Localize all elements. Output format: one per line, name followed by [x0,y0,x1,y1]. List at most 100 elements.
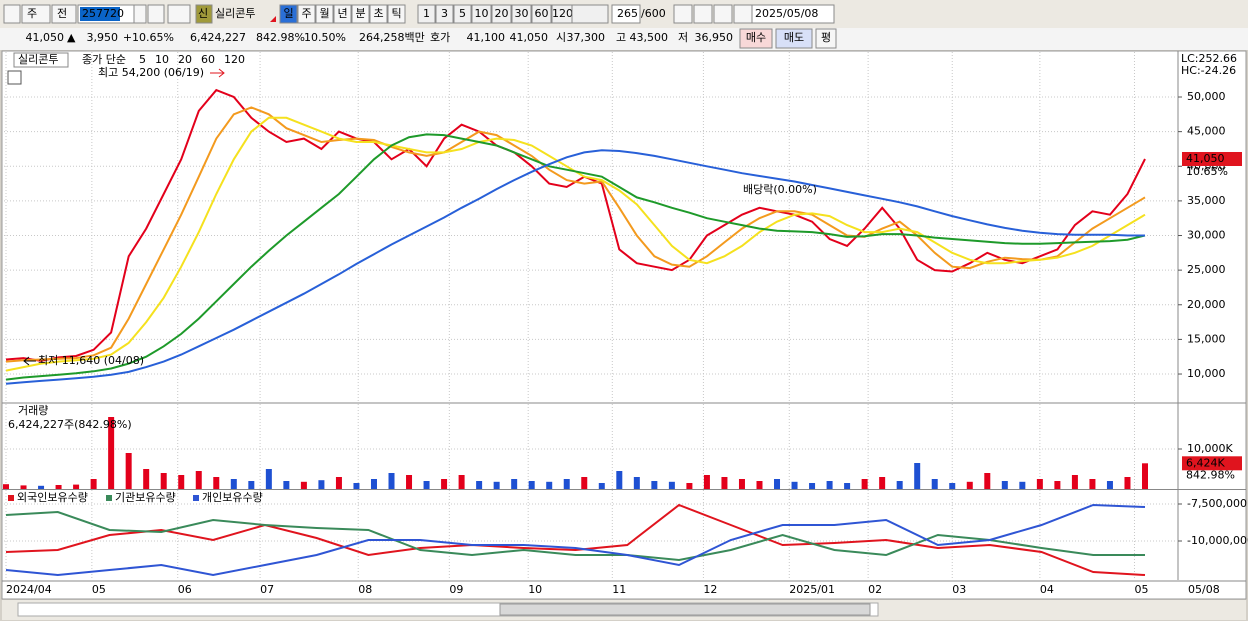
x-tick-label: 08 [358,583,372,596]
range-select[interactable]: 전 [57,7,67,20]
interval-button[interactable] [453,4,472,24]
period-button[interactable] [333,4,352,24]
y-tick-label: 20,000 [1187,298,1226,311]
dividend-annotation: 배당락(0.00%) [743,183,817,196]
volume-bar [949,483,956,489]
date-input[interactable] [751,4,835,24]
period-button[interactable]: 초 [373,7,383,20]
button[interactable] [51,4,77,24]
chart-icon[interactable] [7,70,22,85]
legend-entry: 120 [224,53,245,66]
y-tick-label: 25,000 [1187,263,1226,276]
high: 43,500 [630,31,669,44]
series-line [5,510,1145,562]
period-button[interactable] [297,4,316,24]
change: 3,950 [87,31,119,44]
y-tick-label: 45,000 [1187,125,1226,138]
legend-title: 종가 단순 [82,53,126,66]
volume-bar [441,479,448,489]
period-button[interactable]: 분 [355,7,365,20]
interval-button[interactable]: 5 [459,7,466,20]
y-tick-label: 10,000K [1187,442,1233,455]
volume-bar [809,483,816,489]
interval-button[interactable]: 3 [441,7,448,20]
name-marker [270,16,276,22]
buy-button[interactable]: 매수 [746,31,766,44]
sound-button[interactable] [167,4,191,24]
interval-button[interactable]: 120 [552,7,573,20]
max-count: /600 [641,7,666,20]
open: 37,300 [567,31,606,44]
interval-button[interactable]: 60 [535,7,549,20]
period-button[interactable] [315,4,334,24]
sell-button[interactable] [775,28,813,49]
last-volume-box [1182,456,1242,471]
new-badge: 신 [198,7,208,20]
volume-bar [300,481,307,489]
market-select[interactable]: 주 [27,7,37,20]
count-input[interactable] [611,4,641,24]
period-button[interactable]: 년 [337,7,347,20]
period-button[interactable] [369,4,388,24]
interval-button[interactable]: 30 [515,7,529,20]
interval-button[interactable] [511,4,532,24]
volume-bar [1036,479,1043,489]
eval-button[interactable] [815,28,837,49]
last-price-box [1182,151,1242,166]
y-tick-label: 30,000 [1187,229,1226,242]
y-tick-label: 35,000 [1187,194,1226,207]
eval-button[interactable]: 평 [821,31,831,44]
volume-bar [195,471,202,489]
period-button[interactable] [387,4,406,24]
interval-button[interactable] [417,4,436,24]
tool-icon[interactable] [713,4,733,24]
period-button[interactable] [351,4,370,24]
volume-bar [20,485,27,489]
tool-icon[interactable] [673,4,693,24]
volume-bar [633,477,640,489]
scroll-thumb[interactable] [499,603,871,616]
period-button[interactable]: 주 [301,7,311,20]
tool-icon[interactable] [693,4,713,24]
interval-button[interactable] [531,4,552,24]
volume-bar [423,481,430,489]
interval-button[interactable] [491,4,512,24]
period-button[interactable]: 틱 [391,7,401,20]
menu-icon[interactable] [3,4,21,24]
button[interactable] [133,4,147,24]
count-input[interactable]: 265 [617,7,638,20]
turnover: 10.50% [304,31,346,44]
interval-button[interactable]: 1 [423,7,430,20]
period-button[interactable] [279,4,298,24]
volume-bar [861,479,868,489]
last-price: 41,050 [1186,152,1225,165]
interval-button[interactable]: 20 [495,7,509,20]
interval-button[interactable]: 10 [475,7,489,20]
interval-button[interactable] [471,4,492,24]
date-input[interactable]: 2025/05/08 [755,7,818,20]
period-button[interactable]: 일 [283,6,293,20]
x-tick-label: 2024/04 [6,583,52,596]
volume-bar [55,485,62,489]
search-button[interactable] [147,4,165,24]
ask: 41,100 [467,31,506,44]
volume-bar [791,481,798,489]
period-button[interactable]: 월 [319,7,329,20]
price: 41,050 [26,31,65,44]
last-volume-pct: 842.98% [1186,468,1235,481]
interval-button[interactable] [435,4,454,24]
x-tick-label: 2025/01 [789,583,835,596]
tool-icon[interactable] [733,4,753,24]
buy-button[interactable] [739,28,773,49]
volume-bar [178,475,185,489]
code-input[interactable]: 257720 [82,7,124,20]
volume-bar [721,477,728,489]
volume-bar [1124,477,1131,489]
sell-button[interactable]: 매도 [784,31,804,44]
interval-select[interactable] [571,4,609,24]
legend-entry: 60 [201,53,215,66]
button[interactable] [21,4,51,24]
volume-bar [914,463,921,489]
stock-name: 실리콘투 [215,7,255,20]
high-label: 고 [616,31,626,44]
